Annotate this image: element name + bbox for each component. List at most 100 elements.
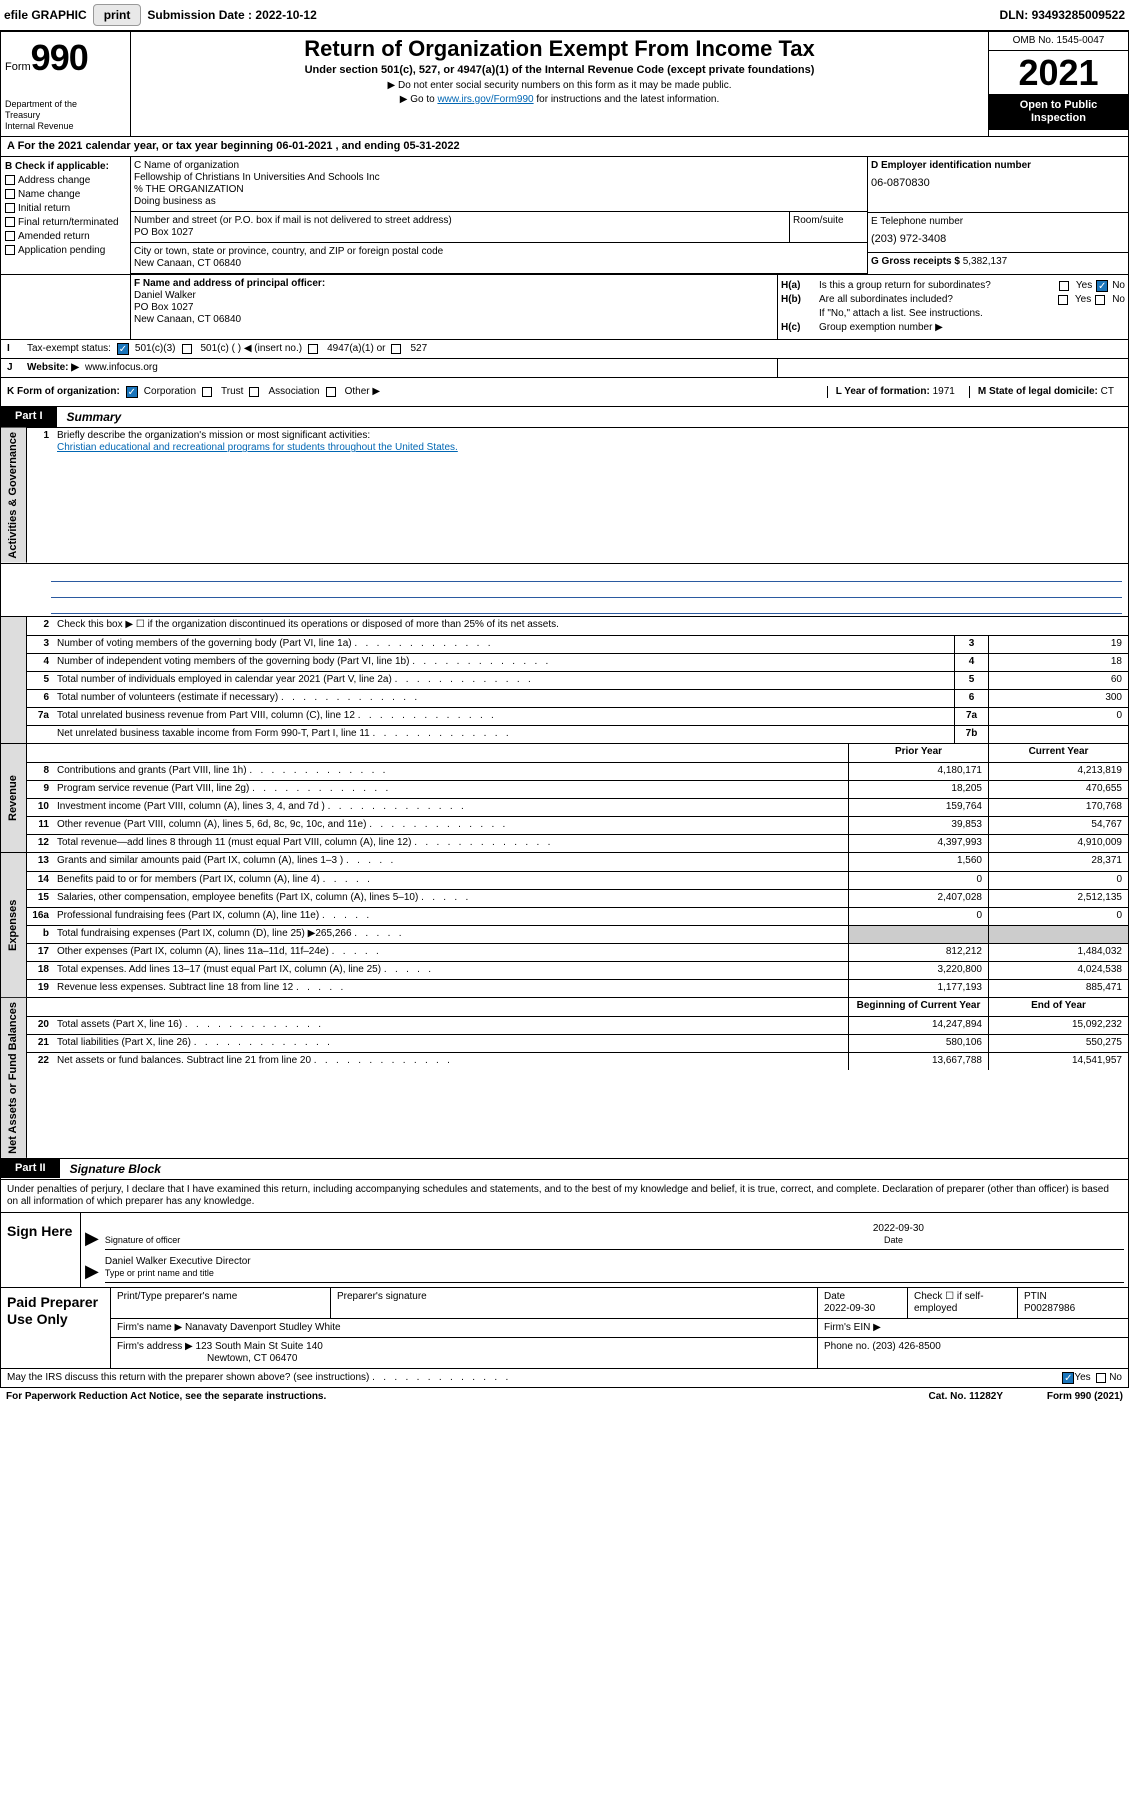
- row-a-pre: A For the 2021 calendar year, or tax yea…: [7, 140, 276, 152]
- expenses-label: Expenses: [1, 853, 27, 997]
- q1-text: Briefly describe the organization's miss…: [57, 430, 370, 441]
- gross-hdr: G Gross receipts $: [871, 256, 960, 267]
- hb-yes: Yes: [1075, 294, 1091, 306]
- line-num: 9: [27, 781, 53, 798]
- chk-address-change[interactable]: Address change: [5, 175, 126, 187]
- inspection-badge: Open to Public Inspection: [989, 94, 1128, 129]
- part-i-title: Summary: [57, 407, 132, 427]
- prior-value: 39,853: [848, 817, 988, 834]
- status-501c: 501(c) ( ) ◀ (insert no.): [201, 343, 303, 355]
- chk-final-return[interactable]: Final return/terminated: [5, 217, 126, 229]
- firm-name-cell: Firm's name ▶ Nanavaty Davenport Studley…: [111, 1319, 818, 1337]
- current-value: 2,512,135: [988, 890, 1128, 907]
- end-value: 550,275: [988, 1035, 1128, 1052]
- officer-addr2: New Canaan, CT 06840: [134, 314, 241, 325]
- table-row: 21Total liabilities (Part X, line 26)580…: [27, 1034, 1128, 1052]
- org-trust: Trust: [221, 386, 243, 398]
- table-row: 20Total assets (Part X, line 16)14,247,8…: [27, 1016, 1128, 1034]
- form-number: 990: [31, 37, 88, 78]
- dots: [369, 1372, 508, 1384]
- chk-application-pending[interactable]: Application pending: [5, 245, 126, 257]
- ein-hdr: D Employer identification number: [868, 157, 1128, 175]
- current-value: 4,213,819: [988, 763, 1128, 780]
- line-box: 5: [954, 672, 988, 689]
- ptin-value: P00287986: [1024, 1303, 1075, 1314]
- status-527: 527: [410, 343, 427, 355]
- firm-name-label: Firm's name ▶: [117, 1322, 182, 1333]
- prep-date-hdr: Date: [824, 1291, 845, 1302]
- table-row: 3Number of voting members of the governi…: [27, 635, 1128, 653]
- col-d-ein: D Employer identification number 06-0870…: [868, 157, 1128, 212]
- paid-preparer-block: Paid Preparer Use Only Print/Type prepar…: [0, 1288, 1129, 1369]
- table-row: bTotal fundraising expenses (Part IX, co…: [27, 925, 1128, 943]
- checkbox-icon[interactable]: [308, 344, 318, 354]
- line-value: 18: [988, 654, 1128, 671]
- line-num: 6: [27, 690, 53, 707]
- checkbox-checked-icon[interactable]: ✓: [126, 386, 138, 398]
- line-box: 7a: [954, 708, 988, 725]
- checkbox-icon[interactable]: [182, 344, 192, 354]
- checkbox-icon[interactable]: [391, 344, 401, 354]
- line-desc: Revenue less expenses. Subtract line 18 …: [53, 980, 848, 997]
- line-desc: Total assets (Part X, line 16): [53, 1017, 848, 1034]
- line-value: [988, 726, 1128, 743]
- chk-name-change[interactable]: Name change: [5, 189, 126, 201]
- print-button[interactable]: print: [93, 4, 142, 26]
- line-num: 3: [27, 636, 53, 653]
- chk-label: Amended return: [18, 231, 90, 242]
- col-e-g: E Telephone number (203) 972-3408 G Gros…: [868, 212, 1128, 274]
- part-i-header: Part I Summary: [0, 407, 1129, 428]
- line-desc: Net unrelated business taxable income fr…: [53, 726, 954, 743]
- chk-label: Address change: [18, 175, 90, 186]
- tax-year: 2021: [989, 51, 1128, 94]
- ha-yes: Yes: [1076, 280, 1092, 292]
- suite-hdr: Room/suite: [790, 212, 868, 242]
- line-num: 2: [27, 617, 53, 635]
- checkbox-icon[interactable]: [202, 387, 212, 397]
- checkbox-icon[interactable]: [1058, 295, 1068, 305]
- form-note-2: ▶ Go to www.irs.gov/Form990 for instruct…: [139, 94, 980, 106]
- ha-no: No: [1112, 280, 1125, 292]
- mission-ruled-area: [0, 564, 1129, 617]
- line-desc: Net assets or fund balances. Subtract li…: [53, 1053, 848, 1070]
- chk-amended-return[interactable]: Amended return: [5, 231, 126, 243]
- arrow-icon: ▶: [85, 1228, 99, 1250]
- mission-link[interactable]: Christian educational and recreational p…: [57, 442, 458, 453]
- chk-initial-return[interactable]: Initial return: [5, 203, 126, 215]
- table-row: 13Grants and similar amounts paid (Part …: [27, 853, 1128, 871]
- firm-phone-value: (203) 426-8500: [872, 1341, 940, 1352]
- org-other: Other ▶: [345, 386, 380, 398]
- checkbox-icon[interactable]: [326, 387, 336, 397]
- discuss-no: No: [1109, 1372, 1122, 1384]
- irs-link[interactable]: www.irs.gov/Form990: [437, 94, 533, 105]
- current-value: 170,768: [988, 799, 1128, 816]
- net-assets-section: Net Assets or Fund Balances Beginning of…: [0, 998, 1129, 1159]
- sig-date-value: 2022-09-30: [105, 1223, 1124, 1235]
- current-value: 4,024,538: [988, 962, 1128, 979]
- checkbox-icon[interactable]: [249, 387, 259, 397]
- end-year-hdr: End of Year: [988, 998, 1128, 1016]
- checkbox-checked-icon[interactable]: ✓: [1096, 280, 1108, 292]
- checkbox-checked-icon[interactable]: ✓: [1062, 1372, 1074, 1384]
- type-name-label: Type or print name and title: [105, 1268, 214, 1278]
- current-value: 0: [988, 908, 1128, 925]
- phone-value: (203) 972-3408: [868, 231, 1128, 252]
- line-num: 22: [27, 1053, 53, 1070]
- org-name-1: Fellowship of Christians In Universities…: [134, 172, 380, 183]
- blank: [53, 744, 848, 762]
- line-num: 21: [27, 1035, 53, 1052]
- checkbox-icon[interactable]: [1095, 295, 1105, 305]
- col-f-officer: F Name and address of principal officer:…: [131, 275, 778, 339]
- checkbox-checked-icon[interactable]: ✓: [117, 343, 129, 355]
- firm-phone-cell: Phone no. (203) 426-8500: [818, 1338, 1128, 1368]
- part-ii-header: Part II Signature Block: [0, 1159, 1129, 1180]
- row-a-mid: , and ending: [332, 140, 403, 152]
- prior-value: 4,180,171: [848, 763, 988, 780]
- checkbox-icon[interactable]: [1059, 281, 1069, 291]
- firm-ein-label: Firm's EIN ▶: [818, 1319, 1128, 1337]
- note2-pre: ▶ Go to: [400, 94, 438, 105]
- status-4947: 4947(a)(1) or: [327, 343, 385, 355]
- line-desc: Investment income (Part VIII, column (A)…: [53, 799, 848, 816]
- checkbox-icon[interactable]: [1096, 1373, 1106, 1383]
- q2-text: Check this box ▶ ☐ if the organization d…: [53, 617, 1128, 635]
